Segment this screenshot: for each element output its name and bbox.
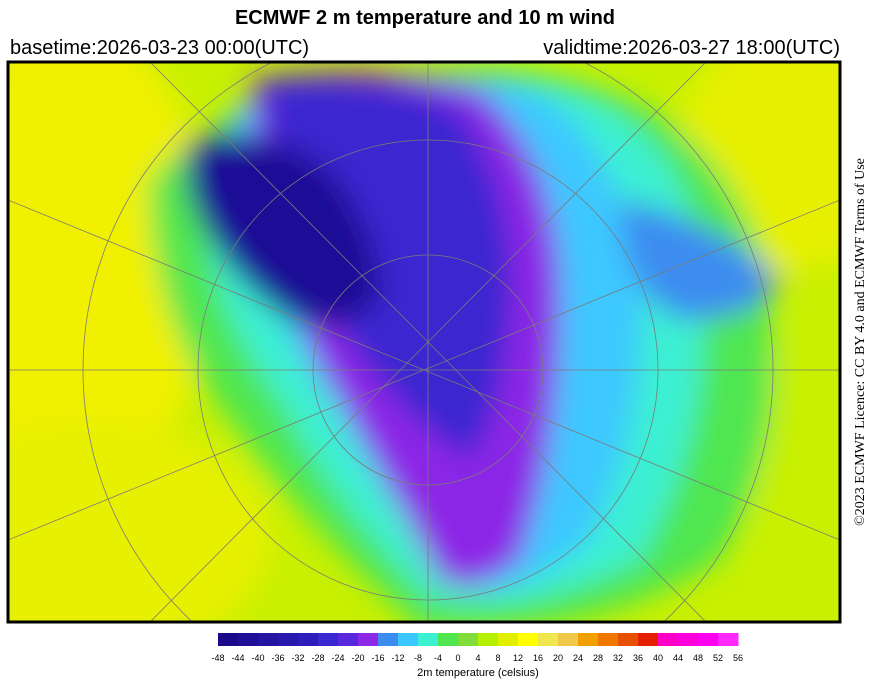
credit: ©2023 ECMWF Licence: CC BY 4.0 and ECMWF… [853,158,868,526]
colorbar-tick-label: -48 [211,653,224,663]
colorbar-tick-label: -12 [391,653,404,663]
colorbar-tick-label: 52 [713,653,723,663]
colorbar-segment [238,633,259,646]
colorbar-tick-label: -20 [351,653,364,663]
colorbar-tick-label: 48 [693,653,703,663]
colorbar-segment [218,633,239,646]
colorbar-segment [658,633,679,646]
colorbar-segment [478,633,499,646]
colorbar-segment [298,633,319,646]
colorbar-tick-label: -28 [311,653,324,663]
map [8,62,840,622]
colorbar-tick-label: -36 [271,653,284,663]
colorbar-tick-label: 16 [533,653,543,663]
colorbar-segment [518,633,539,646]
colorbar-tick-label: -24 [331,653,344,663]
colorbar-tick-label: 12 [513,653,523,663]
colorbar-tick-label: -32 [291,653,304,663]
colorbar-tick-label: 28 [593,653,603,663]
title: ECMWF 2 m temperature and 10 m wind [235,7,615,29]
colorbar-segment [378,633,399,646]
colorbar-segment [358,633,379,646]
colorbar-segment [678,633,699,646]
colorbar-segment [558,633,579,646]
colorbar-segment [638,633,659,646]
colorbar-segment [318,633,339,646]
colorbar-segment [458,633,479,646]
colorbar-segment [398,633,419,646]
colorbar-label: 2m temperature (celsius) [417,667,539,679]
colorbar-tick-label: 40 [653,653,663,663]
colorbar-segment [718,633,739,646]
colorbar-segment [598,633,619,646]
colorbar-segment [578,633,599,646]
colorbar-segment [438,633,459,646]
colorbar-tick-label: 44 [673,653,683,663]
colorbar-segment [498,633,519,646]
colorbar-tick-label: -40 [251,653,264,663]
colorbar-segment [618,633,639,646]
colorbar-tick-label: 32 [613,653,623,663]
colorbar-tick-label: 4 [475,653,480,663]
colorbar-segment [698,633,719,646]
colorbar-tick-label: 36 [633,653,643,663]
map-frame [6,60,842,624]
colorbar-tick-label: 8 [495,653,500,663]
colorbar-tick-label: 56 [733,653,743,663]
basetime: basetime:2026-03-23 00:00(UTC) [10,37,309,59]
colorbar-tick-label: 20 [553,653,563,663]
colorbar-tick-label: 0 [455,653,460,663]
colorbar-tick-label: -44 [231,653,244,663]
validtime: validtime:2026-03-27 18:00(UTC) [543,37,840,59]
colorbar-segment [338,633,359,646]
colorbar-tick-label: -16 [371,653,384,663]
colorbar-segment [258,633,279,646]
colorbar-tick-label: 24 [573,653,583,663]
colorbar-segment [418,633,439,646]
colorbar-segment [278,633,299,646]
colorbar-segment [538,633,559,646]
colorbar-tick-label: -8 [414,653,422,663]
colorbar-tick-label: -4 [434,653,442,663]
colorbar: -48 -44 -40 -36 -32 -28 -24 -20 -16 -12 -8 -4 0 4 8 12 1… [211,633,743,663]
